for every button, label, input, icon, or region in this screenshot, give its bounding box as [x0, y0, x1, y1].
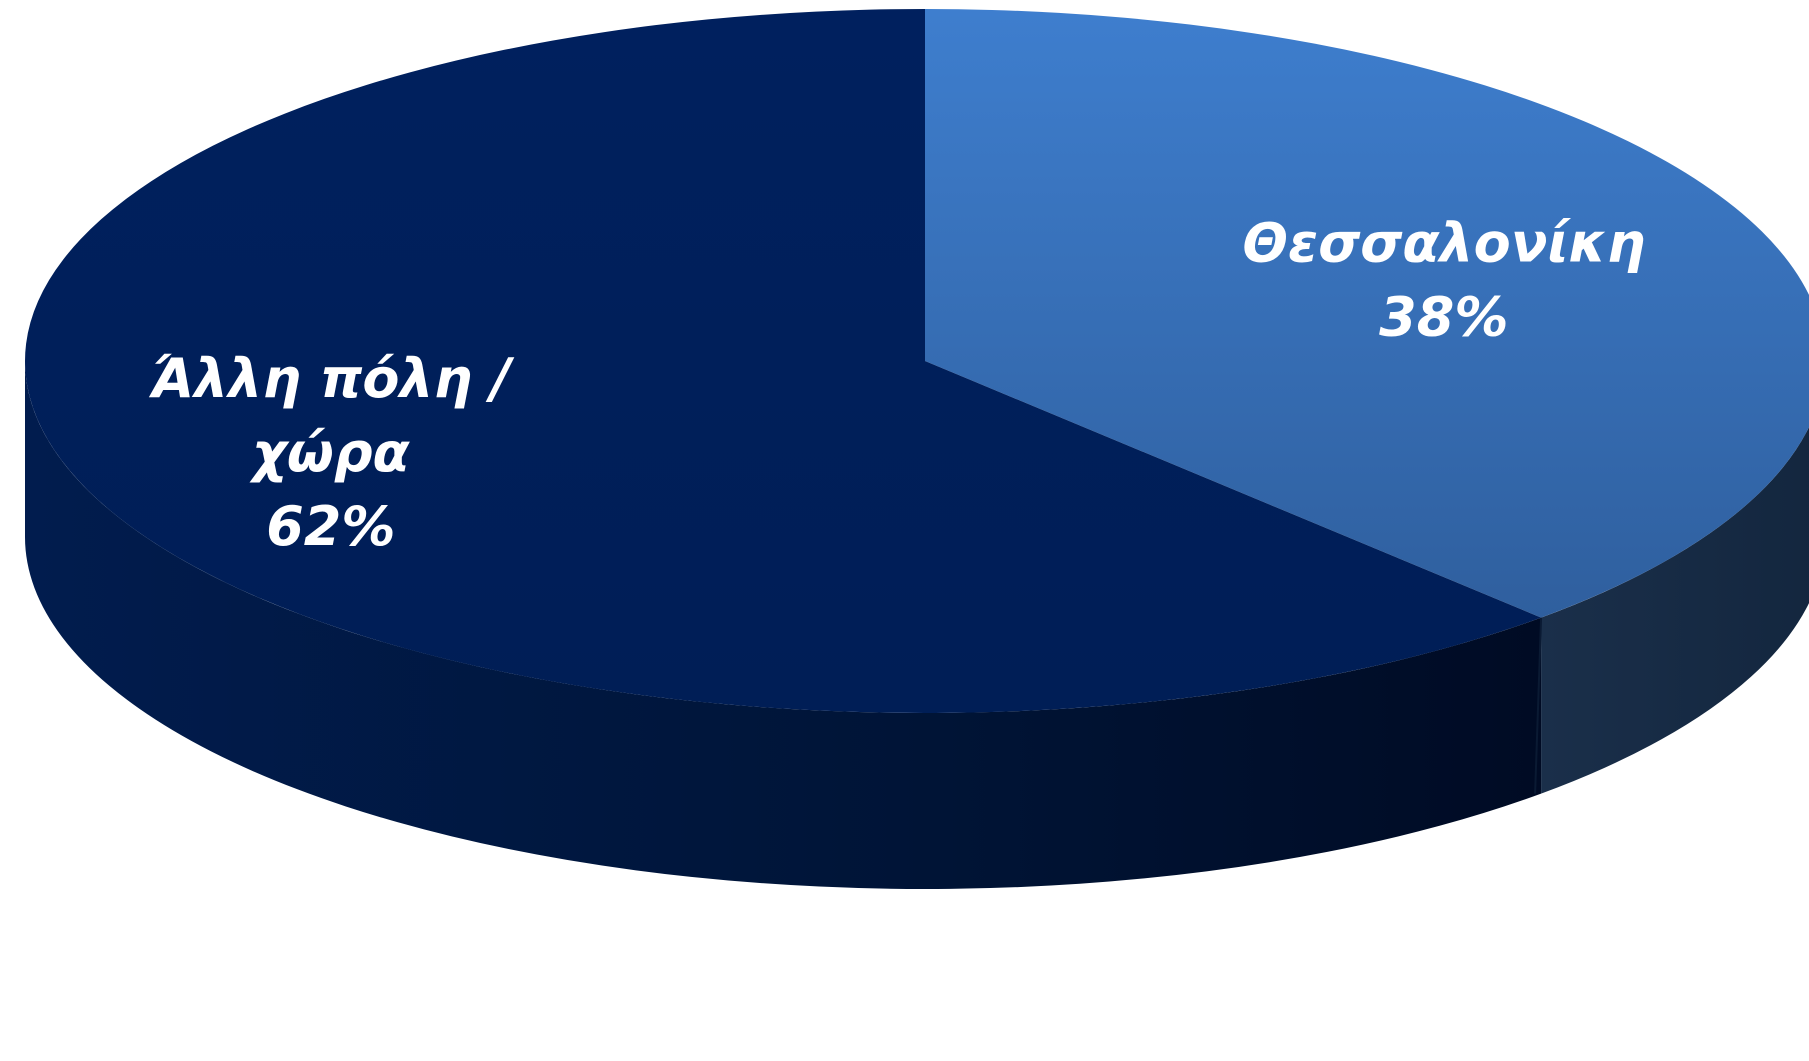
- slice-value-label: 62%: [266, 495, 395, 558]
- pie-tops: [25, 9, 1809, 713]
- pie-side-2: [25, 361, 1542, 890]
- slice-category-label: Θεσσαλονίκη: [1242, 212, 1645, 275]
- pie-side-seam: [1534, 617, 1543, 794]
- pie-slice-2: [25, 9, 1542, 713]
- pie-slice-1: [925, 9, 1809, 618]
- slice-label-1: Θεσσαλονίκη 38%: [1242, 212, 1645, 349]
- pie-side-1: [1541, 427, 1809, 794]
- slice-label-2: Άλλη πόλη / χώρα 62%: [148, 347, 515, 558]
- slice-category-label: χώρα: [249, 421, 410, 484]
- pie-sides: [25, 361, 1809, 890]
- slice-value-label: 38%: [1379, 286, 1508, 349]
- slice-category-label: Άλλη πόλη /: [148, 347, 515, 410]
- pie-labels: Θεσσαλονίκη 38% Άλλη πόλη / χώρα 62%: [148, 212, 1645, 558]
